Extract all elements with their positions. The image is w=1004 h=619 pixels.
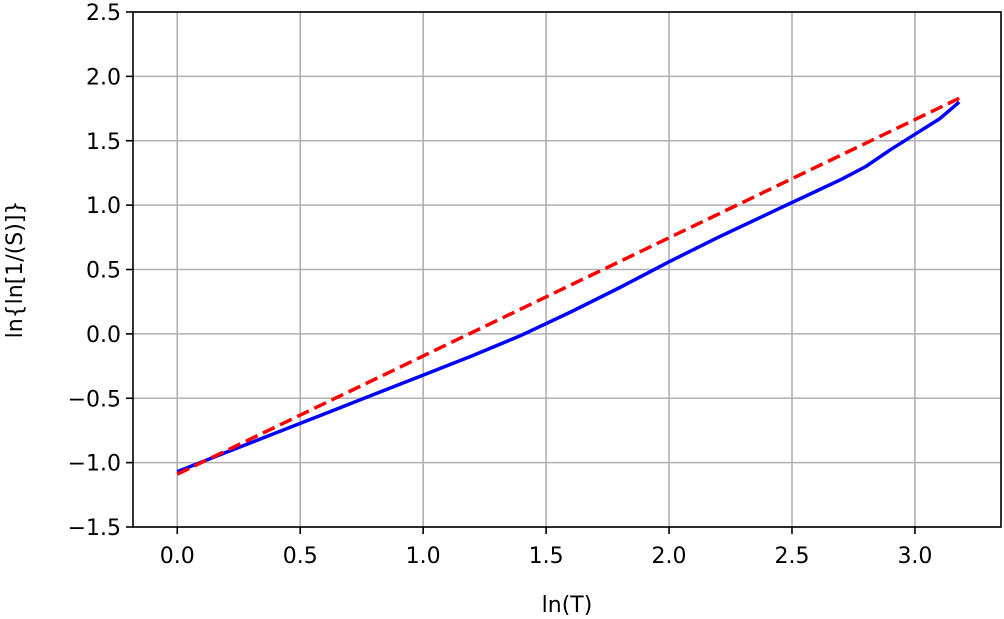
y-tick-label: −1.0	[68, 452, 121, 477]
y-tick-label: 2.0	[86, 65, 121, 90]
x-tick-label: 1.5	[529, 544, 564, 569]
x-tick-label: 1.0	[406, 544, 441, 569]
x-tick-label: 3.0	[897, 544, 932, 569]
x-axis: 0.0 0.5 1.0 1.5 2.0 2.5 3.0	[160, 527, 932, 569]
data-line	[176, 100, 961, 474]
y-tick-label: 0.5	[86, 259, 121, 284]
y-tick-label: 0.0	[86, 323, 121, 348]
y-axis: −1.5 −1.0 −0.5 0.0 0.5 1.0 1.5 2.0 2.5	[68, 1, 133, 541]
y-tick-label: 1.5	[86, 130, 121, 155]
x-tick-label: 0.5	[283, 544, 318, 569]
fit-line	[176, 96, 960, 476]
x-axis-label: ln(T)	[542, 593, 593, 618]
y-axis-label: ln{ln[1/(S)]}	[3, 201, 28, 339]
x-tick-label: 2.5	[774, 544, 809, 569]
y-tick-label: −0.5	[68, 387, 121, 412]
y-tick-label: 2.5	[86, 1, 121, 26]
y-tick-label: 1.0	[86, 194, 121, 219]
series-group	[176, 96, 961, 476]
x-tick-label: 0.0	[160, 544, 195, 569]
x-tick-label: 2.0	[652, 544, 687, 569]
grid	[133, 11, 1001, 528]
y-tick-label: −1.5	[68, 516, 121, 541]
